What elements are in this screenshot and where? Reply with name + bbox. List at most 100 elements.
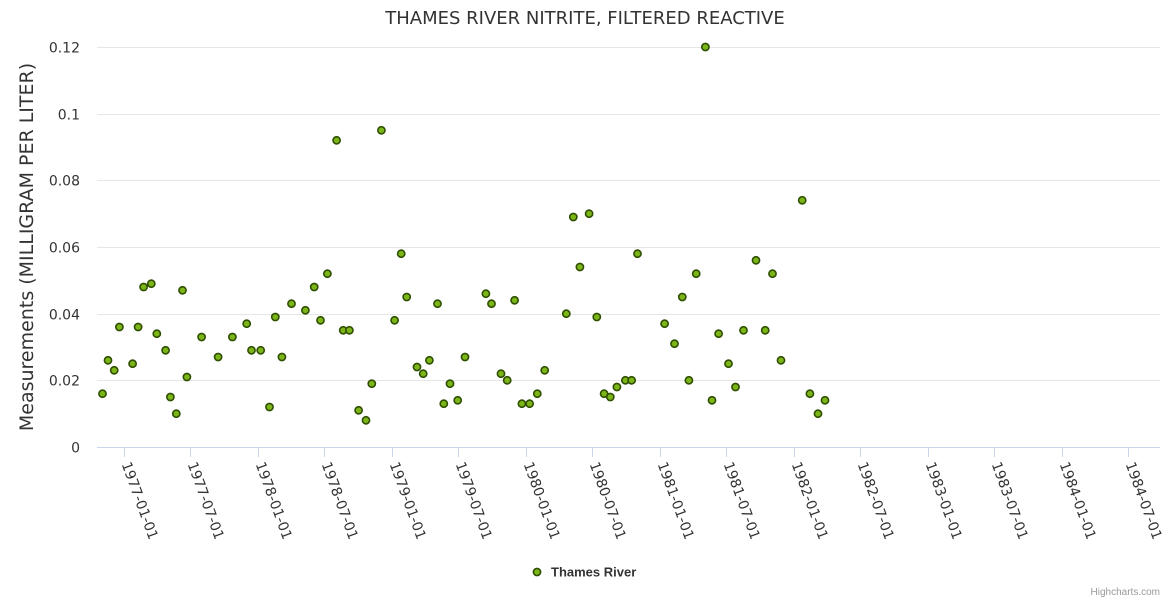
- data-point[interactable]: [768, 269, 777, 279]
- data-point[interactable]: [418, 369, 428, 379]
- y-tick-label: 0.04: [49, 308, 80, 324]
- data-point[interactable]: [161, 345, 170, 355]
- data-point[interactable]: [344, 325, 354, 335]
- data-point[interactable]: [714, 329, 723, 339]
- data-point[interactable]: [396, 249, 406, 259]
- data-point[interactable]: [633, 249, 642, 259]
- data-point[interactable]: [197, 332, 206, 342]
- data-point[interactable]: [453, 395, 463, 405]
- data-point[interactable]: [171, 409, 181, 419]
- y-tick-label: 0.12: [49, 41, 80, 57]
- data-point[interactable]: [376, 125, 386, 135]
- data-point[interactable]: [412, 362, 422, 372]
- data-point[interactable]: [139, 282, 148, 292]
- data-point[interactable]: [109, 365, 119, 375]
- data-point[interactable]: [561, 309, 571, 319]
- data-point[interactable]: [691, 269, 701, 279]
- data-point[interactable]: [354, 405, 363, 415]
- data-point[interactable]: [367, 379, 377, 389]
- data-point[interactable]: [322, 269, 332, 279]
- data-point[interactable]: [805, 389, 815, 399]
- data-point[interactable]: [517, 399, 527, 409]
- data-point[interactable]: [739, 325, 748, 335]
- data-point[interactable]: [701, 42, 710, 52]
- data-point[interactable]: [115, 322, 124, 332]
- data-point[interactable]: [182, 372, 192, 382]
- data-point[interactable]: [592, 312, 602, 322]
- data-point[interactable]: [776, 355, 786, 365]
- data-point[interactable]: [670, 339, 679, 349]
- data-point[interactable]: [270, 312, 280, 322]
- data-point[interactable]: [390, 315, 399, 325]
- data-point[interactable]: [165, 392, 175, 402]
- data-point[interactable]: [568, 212, 578, 222]
- data-point[interactable]: [300, 305, 310, 315]
- data-point[interactable]: [309, 282, 319, 292]
- data-point[interactable]: [439, 399, 449, 409]
- credits-link[interactable]: Highcharts.com: [1091, 587, 1160, 598]
- data-point[interactable]: [684, 375, 694, 385]
- data-point[interactable]: [103, 355, 113, 365]
- data-point[interactable]: [731, 382, 740, 392]
- data-point[interactable]: [332, 135, 341, 145]
- data-point[interactable]: [496, 369, 506, 379]
- data-point[interactable]: [612, 382, 622, 392]
- data-point[interactable]: [627, 375, 636, 385]
- data-point[interactable]: [424, 355, 434, 365]
- data-point[interactable]: [242, 319, 252, 329]
- data-point[interactable]: [445, 379, 455, 389]
- data-point[interactable]: [213, 352, 223, 362]
- data-point[interactable]: [487, 299, 496, 309]
- data-point[interactable]: [152, 329, 162, 339]
- data-point[interactable]: [256, 345, 266, 355]
- y-tick-label: 0: [71, 441, 80, 457]
- data-point[interactable]: [277, 352, 287, 362]
- data-point[interactable]: [660, 319, 669, 329]
- data-point[interactable]: [525, 399, 534, 409]
- data-point[interactable]: [402, 292, 412, 302]
- data-point[interactable]: [760, 325, 770, 335]
- data-point[interactable]: [227, 332, 237, 342]
- data-point[interactable]: [540, 365, 550, 375]
- data-point[interactable]: [584, 209, 594, 219]
- data-point[interactable]: [707, 395, 717, 405]
- data-point[interactable]: [287, 299, 296, 309]
- legend-item-thames-river[interactable]: Thames River: [532, 565, 636, 580]
- x-axis-ticks: [124, 447, 1129, 457]
- y-tick-label: 0.02: [49, 374, 80, 390]
- data-point[interactable]: [502, 375, 512, 385]
- data-point[interactable]: [265, 402, 274, 412]
- series-thames-river[interactable]: [98, 42, 830, 425]
- data-point[interactable]: [146, 279, 156, 289]
- data-point[interactable]: [178, 285, 187, 295]
- data-point[interactable]: [820, 395, 830, 405]
- data-point[interactable]: [575, 262, 585, 272]
- data-point[interactable]: [481, 289, 491, 299]
- data-point[interactable]: [98, 389, 107, 399]
- data-point[interactable]: [510, 295, 519, 305]
- data-point[interactable]: [247, 345, 256, 355]
- y-axis-tick-labels: 0 0.02 0.04 0.06 0.08 0.1 0.12: [49, 41, 80, 457]
- data-point[interactable]: [316, 315, 325, 325]
- chart-title: THAMES RIVER NITRITE, FILTERED REACTIVE: [384, 8, 785, 29]
- y-tick-label: 0.08: [49, 174, 80, 190]
- data-point[interactable]: [751, 255, 761, 265]
- data-point[interactable]: [128, 359, 137, 369]
- y-axis-title: Measurements (MILLIGRAM PER LITER): [16, 63, 38, 431]
- data-point[interactable]: [460, 352, 470, 362]
- legend-marker: [532, 567, 542, 577]
- y-tick-label: 0.06: [49, 241, 80, 257]
- data-point[interactable]: [797, 195, 807, 205]
- data-point[interactable]: [433, 299, 442, 309]
- legend-label: Thames River: [551, 565, 636, 580]
- data-point[interactable]: [133, 322, 143, 332]
- data-point[interactable]: [813, 409, 823, 419]
- data-point[interactable]: [724, 359, 733, 369]
- data-point[interactable]: [361, 415, 371, 425]
- data-point[interactable]: [677, 292, 687, 302]
- y-tick-label: 0.1: [58, 108, 80, 124]
- data-point[interactable]: [532, 389, 542, 399]
- data-point[interactable]: [605, 392, 615, 402]
